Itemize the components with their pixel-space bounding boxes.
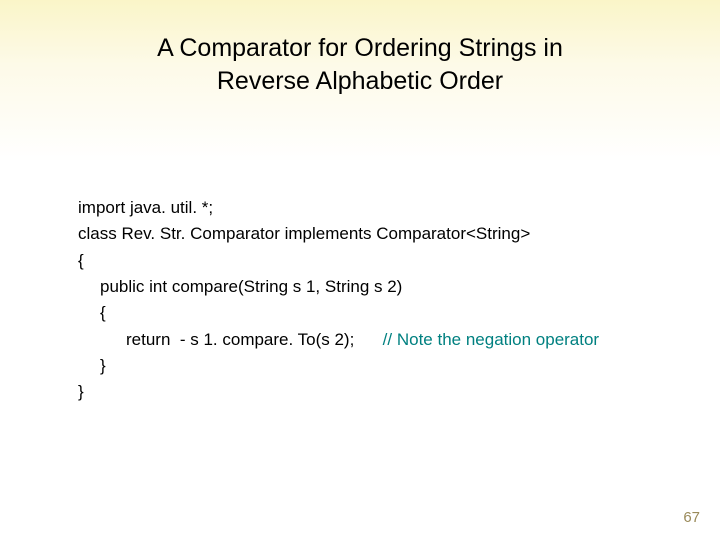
code-line: public int compare(String s 1, String s … <box>78 274 599 300</box>
code-line: { <box>78 300 599 326</box>
code-text: return - s 1. compare. To(s 2); <box>126 330 354 349</box>
title-line-2: Reverse Alphabetic Order <box>0 65 720 98</box>
code-block: import java. util. *; class Rev. Str. Co… <box>78 195 599 406</box>
code-line: { <box>78 248 599 274</box>
code-line: return - s 1. compare. To(s 2); // Note … <box>78 327 599 353</box>
code-line: class Rev. Str. Comparator implements Co… <box>78 221 599 247</box>
page-number: 67 <box>683 509 700 526</box>
code-comment: // Note the negation operator <box>383 330 599 349</box>
code-line: import java. util. *; <box>78 195 599 221</box>
code-line: } <box>78 379 599 405</box>
slide-title: A Comparator for Ordering Strings in Rev… <box>0 0 720 97</box>
title-line-1: A Comparator for Ordering Strings in <box>0 32 720 65</box>
code-line: } <box>78 353 599 379</box>
